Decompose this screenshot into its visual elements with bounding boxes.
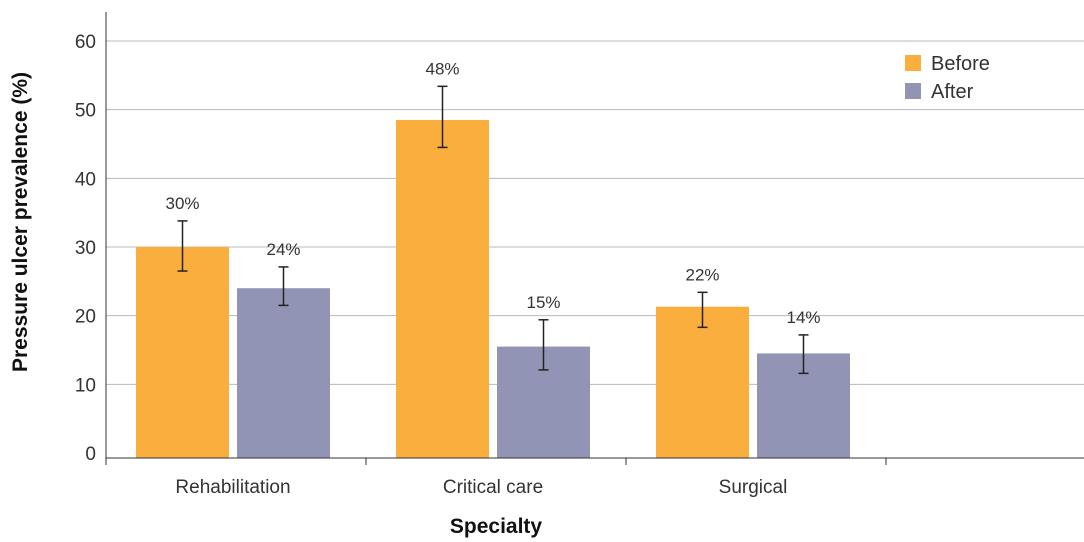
data-label: 15% — [526, 293, 560, 312]
bar-before-1 — [396, 119, 489, 458]
data-label: 48% — [425, 59, 459, 78]
legend-label-before: Before — [931, 53, 990, 75]
bars: 30% 24% 48% 15% 22% 14% — [136, 59, 850, 458]
legend-label-after: After — [931, 81, 974, 103]
axes: 0 10 20 30 40 50 60 Rehabilitation Critical care… — [75, 12, 1084, 498]
bar-after-0 — [237, 288, 330, 458]
data-label: 22% — [685, 265, 719, 284]
bar-before-2 — [656, 306, 749, 458]
y-tick-label: 20 — [75, 307, 96, 328]
y-tick-label: 40 — [75, 169, 96, 190]
legend-swatch-before — [905, 55, 921, 71]
y-tick-label: 50 — [75, 101, 96, 122]
y-tick-label: 10 — [75, 375, 96, 396]
x-axis-title: Specialty — [450, 515, 543, 538]
y-tick-label: 60 — [75, 32, 96, 53]
x-category-label: Surgical — [719, 477, 788, 498]
y-axis-title: Pressure ulcer prevalence (%) — [9, 72, 32, 372]
legend-swatch-after — [905, 83, 921, 99]
data-label: 24% — [266, 240, 300, 259]
y-tick-label: 30 — [75, 238, 96, 259]
data-label: 30% — [165, 194, 199, 213]
bar-before-0 — [136, 247, 229, 458]
data-label: 14% — [786, 308, 820, 327]
x-category-label: Rehabilitation — [175, 477, 290, 498]
x-category-label: Critical care — [443, 477, 543, 498]
y-tick-label: 0 — [85, 444, 96, 465]
legend: Before After — [905, 53, 990, 103]
